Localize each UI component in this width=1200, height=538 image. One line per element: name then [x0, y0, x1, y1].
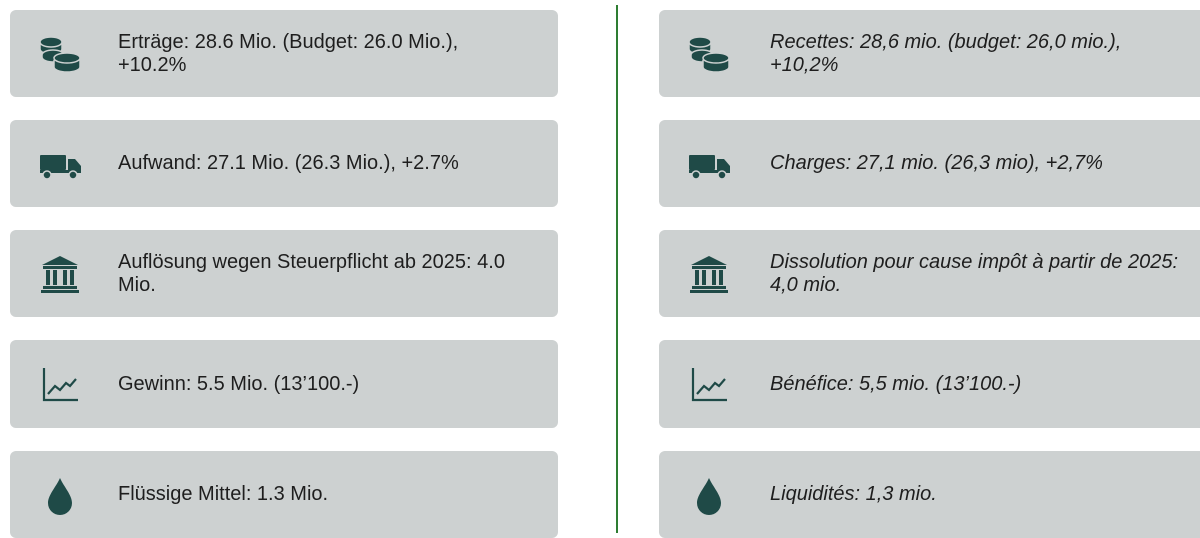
card-text: Recettes: 28,6 mio. (budget: 26,0 mio.),…	[770, 30, 1122, 76]
chart-icon	[38, 362, 82, 406]
truck-icon	[687, 142, 731, 186]
card: Dissolution pour cause impôt à partir de…	[659, 230, 1200, 317]
card: Erträge: 28.6 Mio. (Budget: 26.0 Mio.), …	[10, 10, 558, 97]
card-text: Dissolution pour cause impôt à partir de…	[770, 250, 1179, 296]
coins-icon	[687, 32, 731, 76]
card-text: Auflösung wegen Steuerpflicht ab 2025: 4…	[118, 250, 505, 296]
card: Charges: 27,1 mio. (26,3 mio), +2,7%	[659, 120, 1200, 207]
divider	[616, 5, 618, 533]
coins-icon	[38, 32, 82, 76]
card-text: Bénéfice: 5,5 mio. (13’100.-)	[770, 372, 1022, 395]
card: Flüssige Mittel: 1.3 Mio.	[10, 451, 558, 538]
chart-icon	[687, 362, 731, 406]
drop-icon	[687, 473, 731, 517]
card: Auflösung wegen Steuerpflicht ab 2025: 4…	[10, 230, 558, 317]
bank-icon	[687, 252, 731, 296]
card: Aufwand: 27.1 Mio. (26.3 Mio.), +2.7%	[10, 120, 558, 207]
card-text: Liquidités: 1,3 mio.	[770, 483, 937, 505]
card: Recettes: 28,6 mio. (budget: 26,0 mio.),…	[659, 10, 1200, 97]
card: Liquidités: 1,3 mio.	[659, 451, 1200, 538]
card-text: Erträge: 28.6 Mio. (Budget: 26.0 Mio.), …	[118, 30, 459, 76]
truck-icon	[38, 142, 82, 186]
card-text: Charges: 27,1 mio. (26,3 mio), +2,7%	[770, 152, 1103, 174]
bank-icon	[38, 252, 82, 296]
card-text: Aufwand: 27.1 Mio. (26.3 Mio.), +2.7%	[118, 152, 459, 174]
card: Bénéfice: 5,5 mio. (13’100.-)	[659, 340, 1200, 428]
card-text: Gewinn: 5.5 Mio. (13’100.-)	[118, 372, 360, 395]
card-text: Flüssige Mittel: 1.3 Mio.	[118, 483, 329, 505]
drop-icon	[38, 473, 82, 517]
card: Gewinn: 5.5 Mio. (13’100.-)	[10, 340, 558, 428]
